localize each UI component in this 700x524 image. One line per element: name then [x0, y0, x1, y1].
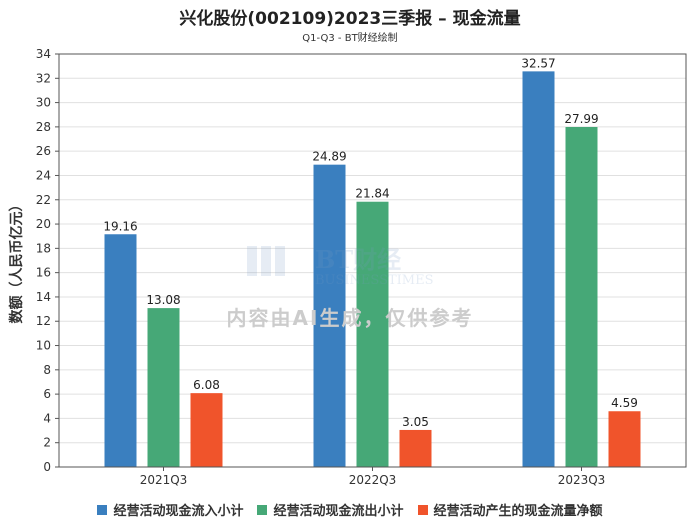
bar-2021Q3-series-1 — [147, 308, 180, 467]
y-axis-label: 数额（人民币亿元） — [8, 198, 25, 324]
y-tick-label: 18 — [36, 241, 51, 255]
y-tick-label: 0 — [43, 460, 51, 474]
bar-2022Q3-series-2 — [399, 429, 432, 467]
watermark-brand-sub: BUSINESSTIMES — [315, 273, 434, 288]
bar-value-label: 13.08 — [146, 293, 180, 307]
legend: 经营活动现金流入小计 经营活动现金流出小计 经营活动产生的现金流量净额 — [0, 500, 700, 519]
y-tick-label: 34 — [36, 47, 51, 61]
legend-item-inflow[interactable]: 经营活动现金流入小计 — [97, 500, 243, 519]
bar-value-label: 24.89 — [312, 150, 346, 164]
x-tick-label: 2022Q3 — [349, 473, 397, 487]
axis-layer: 0246810121416182022242628303234数额（人民币亿元）… — [8, 47, 687, 487]
bar-2022Q3-series-1 — [356, 201, 389, 467]
legend-item-outflow[interactable]: 经营活动现金流出小计 — [257, 500, 404, 519]
bar-2021Q3-series-0 — [104, 234, 137, 467]
bar-value-label: 21.84 — [355, 187, 389, 201]
watermark-logo: BT财经 BUSINESSTIMES — [247, 245, 434, 288]
watermark-logo-bar-icon — [247, 246, 257, 276]
y-tick-label: 28 — [36, 120, 51, 134]
legend-item-net[interactable]: 经营活动产生的现金流量净额 — [417, 500, 603, 519]
watermark-brand: BT财经 — [315, 245, 401, 274]
bar-2023Q3-series-2 — [608, 411, 641, 467]
y-tick-label: 16 — [36, 266, 51, 280]
chart-subtitle: Q1-Q3 - BT财经绘制 — [302, 33, 398, 44]
bar-2021Q3-series-2 — [190, 393, 223, 467]
legend-swatch-net — [417, 504, 428, 515]
y-tick-label: 26 — [36, 144, 51, 158]
bar-value-label: 6.08 — [193, 378, 220, 392]
bar-value-label: 19.16 — [103, 219, 137, 233]
y-tick-label: 2 — [43, 436, 51, 450]
y-tick-label: 10 — [36, 339, 51, 353]
y-tick-label: 22 — [36, 193, 51, 207]
legend-label-outflow: 经营活动现金流出小计 — [273, 504, 404, 519]
watermark-notice: 内容由AI生成，仅供参考 — [226, 306, 474, 330]
bar-2023Q3-series-0 — [522, 71, 555, 467]
legend-swatch-outflow — [257, 504, 268, 515]
bar-value-label: 4.59 — [611, 396, 638, 410]
x-tick-label: 2023Q3 — [558, 473, 606, 487]
bar-2022Q3-series-0 — [313, 164, 346, 467]
y-tick-label: 8 — [43, 363, 51, 377]
y-tick-label: 4 — [43, 411, 51, 425]
bar-value-label: 3.05 — [402, 415, 429, 429]
y-tick-label: 32 — [36, 71, 51, 85]
y-tick-label: 30 — [36, 96, 51, 110]
legend-label-inflow: 经营活动现金流入小计 — [113, 504, 244, 519]
y-tick-label: 20 — [36, 217, 51, 231]
watermark-logo-bar-icon — [275, 246, 285, 276]
watermark-logo-bar-icon — [261, 246, 271, 276]
y-tick-label: 12 — [36, 314, 51, 328]
y-tick-label: 6 — [43, 387, 51, 401]
y-tick-label: 14 — [36, 290, 51, 304]
legend-label-net: 经营活动产生的现金流量净额 — [433, 504, 603, 519]
labels-layer: 19.16 13.08 6.08 24.89 21.84 3.05 32.57 27.99 4.… — [103, 56, 638, 429]
bars-layer — [104, 71, 641, 468]
legend-swatch-inflow — [97, 504, 108, 515]
y-tick-label: 24 — [36, 168, 51, 182]
chart-title: 兴化股份(002109)2023三季报 – 现金流量 — [179, 9, 521, 29]
bar-value-label: 32.57 — [521, 56, 555, 70]
x-tick-label: 2021Q3 — [140, 473, 188, 487]
bar-value-label: 27.99 — [564, 112, 598, 126]
bar-2023Q3-series-1 — [565, 127, 598, 468]
